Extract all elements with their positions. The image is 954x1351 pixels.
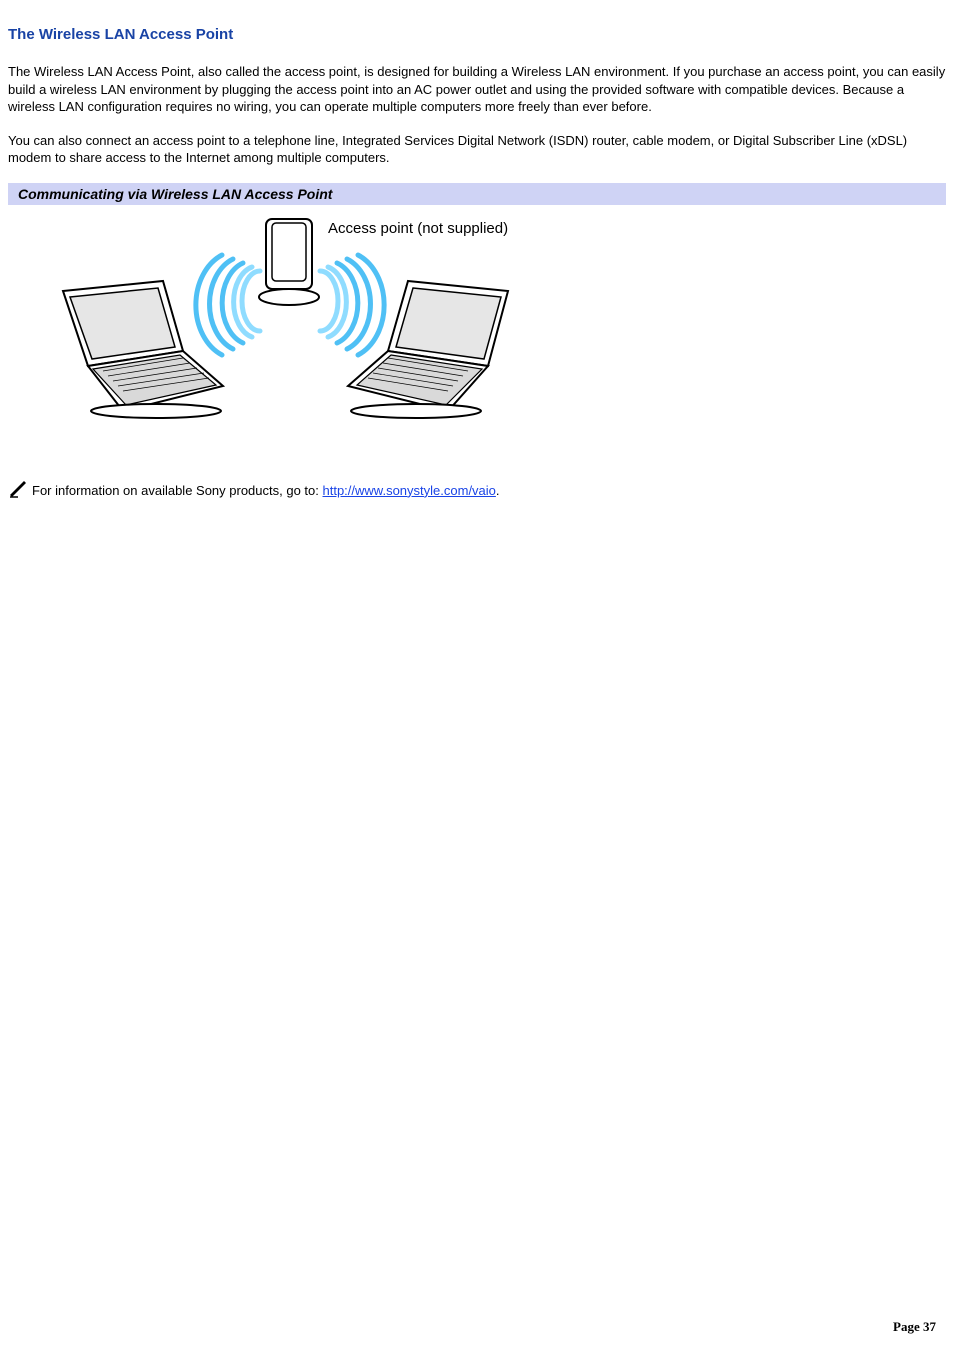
sonystyle-link[interactable]: http://www.sonystyle.com/vaio xyxy=(323,483,496,498)
wireless-waves-right xyxy=(320,255,384,355)
page-number: Page 37 xyxy=(893,1319,936,1335)
wireless-lan-diagram: Access point (not supplied) xyxy=(8,211,568,431)
diagram-label: Access point (not supplied) xyxy=(328,220,508,237)
wireless-waves-left xyxy=(196,255,260,355)
paragraph-2: You can also connect an access point to … xyxy=(8,132,946,167)
diagram-container: Access point (not supplied) xyxy=(8,205,568,434)
section-banner: Communicating via Wireless LAN Access Po… xyxy=(8,183,946,205)
note-icon xyxy=(8,480,28,498)
laptop-left-icon xyxy=(63,281,223,418)
info-note: For information on available Sony produc… xyxy=(8,480,946,498)
page-title: The Wireless LAN Access Point xyxy=(8,26,946,43)
note-text-prefix: For information on available Sony produc… xyxy=(32,483,323,498)
note-text-suffix: . xyxy=(496,483,500,498)
paragraph-1: The Wireless LAN Access Point, also call… xyxy=(8,63,946,116)
access-point-icon xyxy=(259,219,319,305)
